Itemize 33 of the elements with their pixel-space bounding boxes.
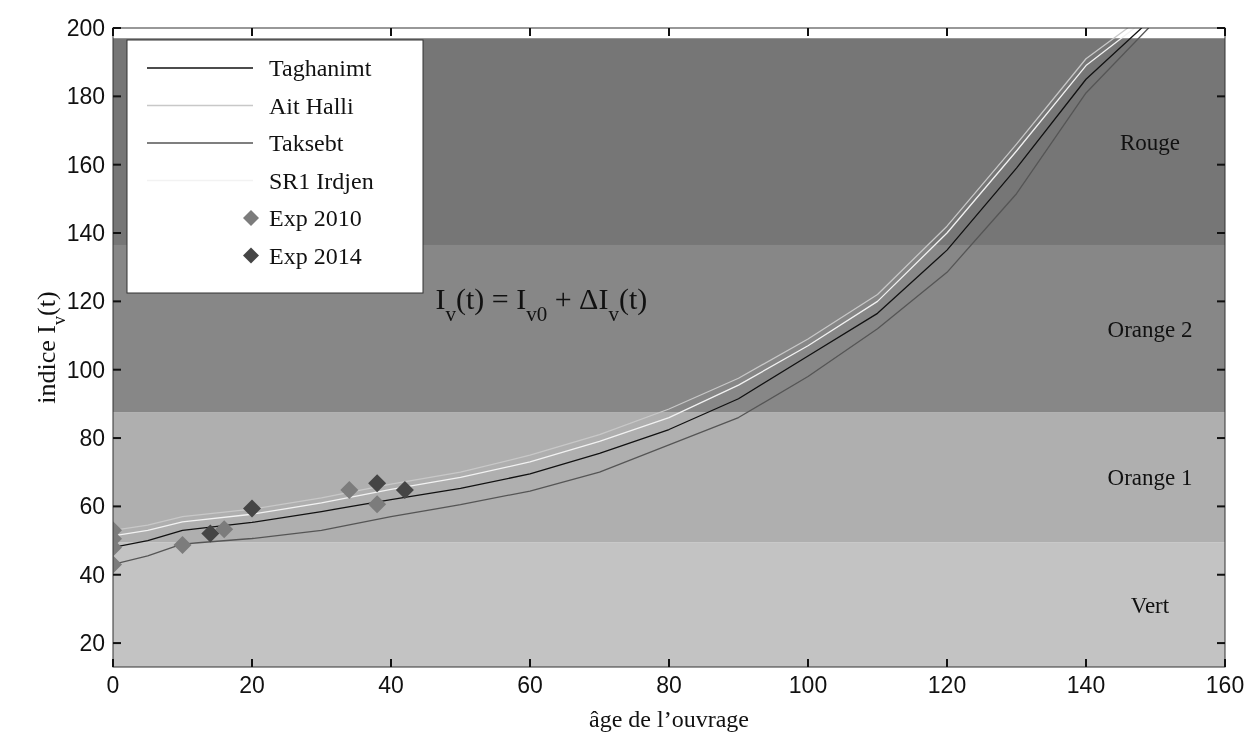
x-tick-label: 20: [239, 672, 265, 698]
y-tick-label: 80: [79, 425, 105, 452]
point: [368, 474, 387, 493]
legend-label: SR1 Irdjen: [269, 167, 374, 194]
y-tick-label: 200: [66, 15, 105, 41]
y-tick-label: 40: [79, 561, 105, 588]
legend-label: Exp 2014: [269, 242, 362, 269]
y-tick-label: 100: [66, 356, 105, 383]
x-tick-label: 100: [788, 672, 828, 698]
band-label: Vert: [1130, 592, 1170, 618]
y-tick-label: 180: [66, 83, 105, 110]
x-tick-label: 160: [1205, 672, 1245, 698]
x-tick-label: 120: [927, 672, 967, 698]
legend-label: Taghanimt: [269, 55, 372, 81]
legend-label: Taksebt: [269, 130, 344, 156]
y-tick-label: 160: [66, 151, 105, 178]
y-tick-label: 60: [79, 493, 105, 520]
band-label: Orange 1: [1107, 465, 1193, 491]
band-label: Orange 2: [1107, 316, 1193, 342]
x-tick-label: 140: [1066, 672, 1106, 698]
point: [395, 480, 414, 499]
legend-label: Exp 2010: [269, 205, 362, 231]
x-tick-label: 60: [517, 672, 543, 698]
legend-label: Ait Halli: [269, 92, 354, 119]
y-tick-label: 120: [66, 288, 105, 315]
x-tick-label: 80: [656, 672, 682, 698]
x-axis-title: âge de l’ouvrage: [589, 706, 749, 732]
y-tick-label: 140: [66, 220, 105, 247]
x-tick-label: 0: [106, 672, 120, 698]
y-tick-label: 20: [79, 630, 105, 657]
annotation: I$_{v}$(t) = I$_{v0}$ + ΔI$_{v}$(t): [435, 282, 648, 327]
band-label: Rouge: [1119, 129, 1181, 155]
x-tick-label: 40: [378, 672, 404, 698]
